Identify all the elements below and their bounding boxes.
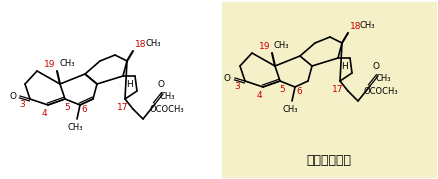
Text: CH₃: CH₃ — [375, 74, 391, 83]
Text: CH₃: CH₃ — [360, 21, 375, 30]
Text: O: O — [9, 91, 16, 100]
Text: O: O — [372, 62, 379, 71]
Text: O: O — [224, 74, 231, 83]
Text: 19: 19 — [43, 60, 55, 69]
Text: 4: 4 — [256, 91, 262, 100]
Text: 17: 17 — [117, 103, 129, 112]
Text: CH₃: CH₃ — [59, 59, 74, 68]
Text: 5: 5 — [64, 103, 70, 112]
Text: CH₃: CH₃ — [160, 92, 176, 101]
Text: 6: 6 — [296, 86, 302, 96]
Text: H: H — [126, 79, 133, 88]
Text: 4: 4 — [41, 108, 47, 117]
Text: CH₃: CH₃ — [282, 105, 298, 114]
Text: H: H — [341, 62, 348, 71]
Text: 6: 6 — [81, 105, 87, 113]
Text: OCOCH₃: OCOCH₃ — [364, 87, 399, 96]
Text: 18: 18 — [135, 40, 146, 49]
Text: CH₃: CH₃ — [145, 39, 160, 48]
Text: O: O — [158, 80, 165, 89]
Text: 5: 5 — [279, 84, 285, 93]
Text: 18: 18 — [350, 22, 361, 31]
Text: CH₃: CH₃ — [67, 123, 83, 132]
Text: 3: 3 — [234, 81, 240, 91]
FancyBboxPatch shape — [222, 2, 436, 177]
Text: 醚酸甲羟孕酮: 醚酸甲羟孕酮 — [307, 154, 352, 167]
Text: 17: 17 — [332, 84, 344, 93]
Text: 19: 19 — [258, 42, 270, 51]
Text: 3: 3 — [19, 100, 25, 108]
Text: OCOCH₃: OCOCH₃ — [149, 105, 184, 114]
Text: CH₃: CH₃ — [274, 41, 290, 50]
